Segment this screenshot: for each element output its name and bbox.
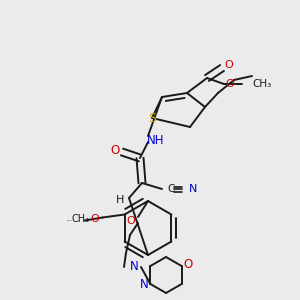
Text: O: O <box>225 60 233 70</box>
Text: N: N <box>140 278 149 292</box>
Text: O: O <box>90 214 99 224</box>
Text: S: S <box>148 112 156 124</box>
Text: N: N <box>189 184 197 194</box>
Text: CH₃: CH₃ <box>252 79 271 89</box>
Text: N: N <box>130 260 138 274</box>
Text: NH: NH <box>147 134 165 146</box>
Text: O: O <box>110 143 120 157</box>
Text: C: C <box>167 184 174 194</box>
Text: O: O <box>127 216 135 226</box>
Text: O: O <box>226 79 234 89</box>
Text: methoxy: methoxy <box>67 220 73 221</box>
Text: O: O <box>183 259 192 272</box>
Text: CH₃: CH₃ <box>72 214 90 224</box>
Text: H: H <box>116 195 124 205</box>
